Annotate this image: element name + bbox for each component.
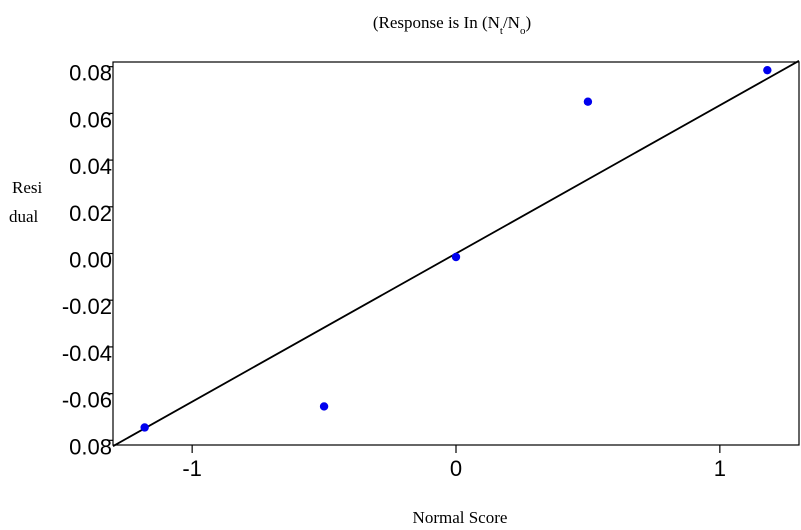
y-tick-label: -0.04 <box>62 341 112 366</box>
y-axis-label-line2: dual <box>9 207 39 226</box>
x-tick-label: 0 <box>450 456 462 481</box>
data-point <box>319 402 329 411</box>
y-tick-label: 0.00 <box>69 248 112 273</box>
data-point <box>763 65 772 75</box>
y-tick-label: -0.06 <box>62 388 112 413</box>
chart-title: (Response is In (Nt/No) <box>373 13 531 37</box>
data-point <box>583 97 593 106</box>
y-tick-label: 0.02 <box>69 201 112 226</box>
data-point <box>451 252 461 262</box>
data-points <box>140 65 772 432</box>
x-tick-label: -1 <box>182 456 202 481</box>
x-axis-ticks: -1 0 1 <box>182 445 726 481</box>
data-point <box>140 423 149 432</box>
x-axis-label: Normal Score <box>413 508 508 527</box>
y-tick-label: -0.02 <box>62 294 112 319</box>
y-tick-label: 0.08 <box>69 434 112 459</box>
y-axis-ticks: 0.08 0.06 0.04 0.02 0.00 -0.02 -0.04 -0.06 0.08 <box>62 61 113 459</box>
y-axis-label-line1: Resi <box>12 178 43 197</box>
x-tick-label: 1 <box>714 456 726 481</box>
y-tick-label: 0.08 <box>69 61 112 86</box>
y-tick-label: 0.04 <box>69 154 112 179</box>
y-tick-label: 0.06 <box>69 107 112 132</box>
